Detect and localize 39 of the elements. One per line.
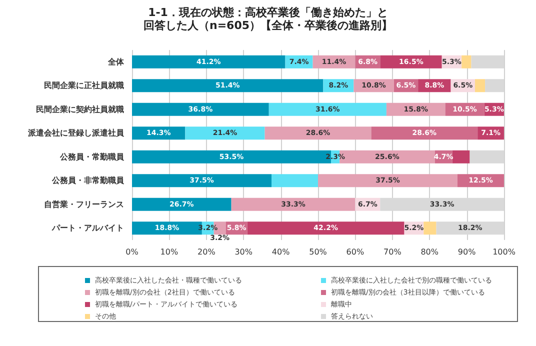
x-tick-label: 80% — [420, 248, 439, 256]
bar — [132, 102, 269, 116]
x-tick-label: 20% — [198, 248, 216, 256]
y-tick-label: パート・アルバイト — [51, 224, 124, 233]
y-tick-label: 民間企業に契約社員就職 — [36, 104, 124, 114]
bar — [318, 174, 458, 188]
bar — [247, 222, 404, 235]
y-tick-label: 民間企業に正社員就職 — [44, 81, 124, 90]
y-tick-label: 全体 — [107, 57, 125, 66]
x-tick-label: 50% — [309, 248, 328, 256]
x-tick-label: 0% — [126, 248, 139, 256]
bar — [424, 222, 436, 235]
bar — [132, 55, 286, 68]
x-tick-label: 70% — [384, 248, 402, 256]
bar — [474, 79, 486, 92]
bar — [452, 150, 470, 164]
bar — [264, 126, 372, 140]
bar — [132, 79, 324, 92]
bar — [272, 174, 318, 188]
y-tick-label: 公務員・常勤職員 — [59, 152, 125, 162]
x-tick-label: 100% — [492, 248, 516, 256]
bar — [185, 126, 265, 140]
bar — [132, 198, 232, 211]
chart-title: 1-1．現在の状態：高校卒業後「働き始めた」と — [148, 6, 388, 19]
x-tick-label: 60% — [346, 248, 364, 256]
x-tick-label: 90% — [458, 248, 476, 256]
x-tick-label: 40% — [272, 248, 290, 256]
y-tick-label: 自営業・フリーランス — [44, 200, 124, 209]
bar — [380, 55, 442, 68]
bar — [132, 174, 272, 188]
bar — [462, 55, 472, 68]
bar — [371, 126, 478, 140]
chart-subtitle: 回答した人（n=605）【全体・卒業後の進路別】 — [143, 19, 393, 32]
y-tick-label: 派遣会社に登録し派遣社員 — [27, 128, 125, 138]
bar — [231, 198, 356, 211]
x-tick-label: 10% — [160, 248, 178, 256]
bar — [268, 102, 386, 116]
x-tick-label: 30% — [234, 248, 253, 256]
y-tick-label: 公務員・非常勤職員 — [51, 176, 125, 186]
